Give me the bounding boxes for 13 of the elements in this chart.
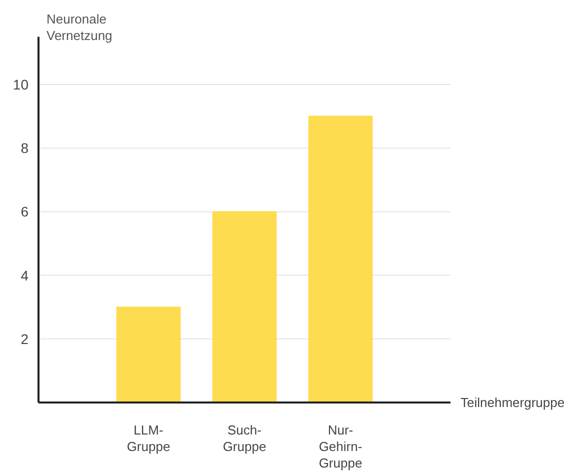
y-tick-label: 8 xyxy=(20,140,29,156)
y-tick-label: 2 xyxy=(20,330,29,347)
x-axis-title: Teilnehmergruppe xyxy=(460,395,565,410)
y-tick-label: 10 xyxy=(12,76,29,92)
x-tick-label: LLM-Gruppe xyxy=(126,422,170,454)
x-tick-label: Nur-Gehirn-Gruppe xyxy=(318,422,362,470)
y-tick-label: 6 xyxy=(20,204,29,220)
bar xyxy=(308,116,373,403)
bar xyxy=(116,306,181,403)
y-tick-label: 4 xyxy=(20,267,29,284)
x-tick-label: Such-Gruppe xyxy=(222,422,266,454)
bar xyxy=(212,211,277,403)
y-axis-title: Neuronale Vernetzung xyxy=(46,11,112,43)
